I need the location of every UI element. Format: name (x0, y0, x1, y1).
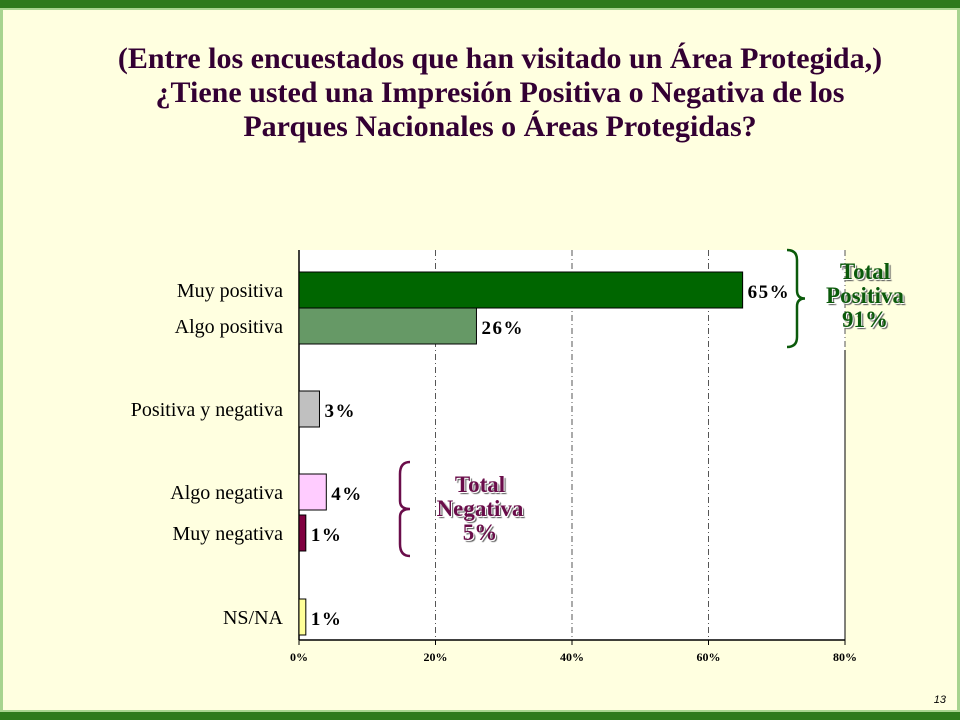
bar (298, 514, 307, 552)
x-tick-label: 0% (290, 650, 308, 664)
category-label: Algo positiva (175, 316, 283, 338)
right-border (957, 10, 960, 710)
bar (298, 307, 477, 345)
bottom-border (0, 710, 960, 720)
data-label: 4% (331, 484, 363, 505)
total-negative-value: 5% (462, 520, 498, 545)
total-negative-line1: Total (454, 472, 506, 497)
category-label: Positiva y negativa (131, 399, 283, 421)
total-negative-line2: Negativa (436, 496, 524, 521)
data-label: 1% (311, 609, 343, 630)
total-positive-line1: Total (839, 259, 891, 284)
negative-brace (398, 460, 411, 558)
left-border (0, 10, 3, 710)
bar (298, 271, 744, 309)
total-positive-value: 91% (842, 307, 888, 332)
top-border (0, 0, 960, 10)
category-label: Algo negativa (170, 482, 283, 504)
positive-brace (786, 248, 806, 349)
bar (298, 473, 327, 511)
data-label: 65% (748, 282, 791, 303)
slide-title: (Entre los encuestados que han visitado … (117, 42, 883, 143)
bar (298, 390, 320, 428)
data-label: 26% (481, 318, 524, 339)
x-tick-label: 80% (833, 650, 857, 664)
x-tick-label: 20% (424, 650, 448, 664)
x-tick-label: 60% (697, 650, 721, 664)
data-label: 1% (311, 525, 343, 546)
data-label: 3% (324, 401, 356, 422)
page-number: 13 (933, 694, 946, 706)
category-label: Muy positiva (177, 280, 283, 302)
total-negative-annotation: Total Negativa 5% (420, 473, 540, 545)
total-positive-annotation: Total Positiva 91% (805, 260, 925, 332)
bar (298, 598, 307, 636)
x-tick-label: 40% (560, 650, 584, 664)
category-label: NS/NA (223, 607, 284, 629)
category-label: Muy negativa (172, 523, 283, 545)
total-positive-line2: Positiva (826, 283, 904, 308)
